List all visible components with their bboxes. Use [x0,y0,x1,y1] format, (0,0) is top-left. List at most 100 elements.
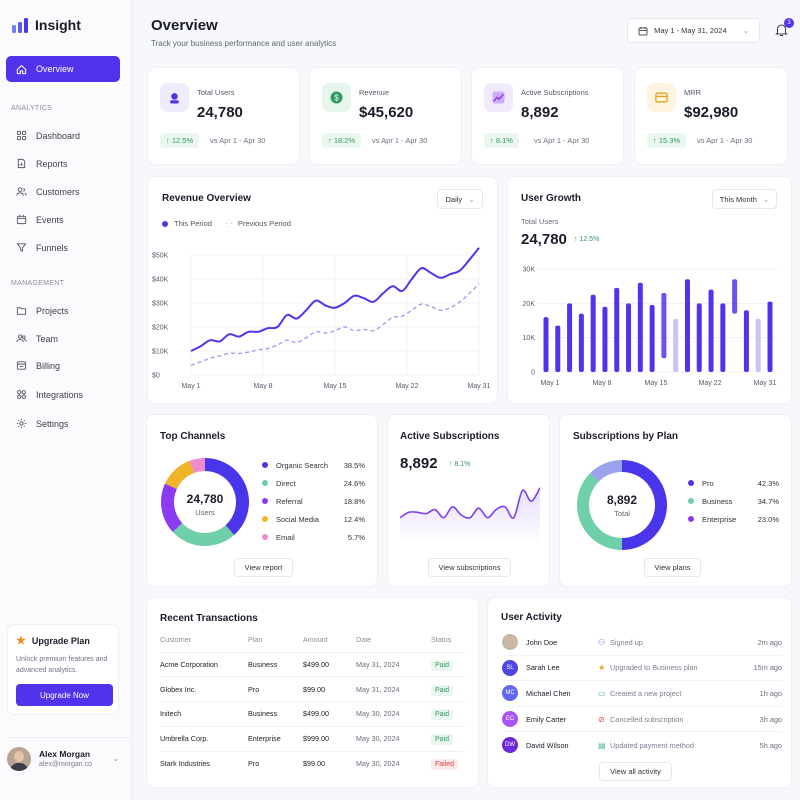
status-badge: Paid [431,684,454,696]
period-dropdown[interactable]: This Month ⌄ [712,189,777,209]
sparkline-line [400,487,540,519]
donut-slice-enterprise [590,460,622,482]
bar [590,294,596,372]
legend-dot [262,534,268,540]
sidebar-item-integrations[interactable]: Integrations [16,389,83,400]
table-row[interactable]: Globex Inc. Pro $99.00 May 31, 2024 Paid [160,676,466,702]
sidebar-item-label: Customers [36,186,80,197]
date-range-value: May 1 - May 31, 2024 [654,26,727,35]
card-title: Recent Transactions [160,613,258,624]
bar [661,293,667,359]
activity-time: 2m ago [757,637,782,647]
bar [567,303,573,372]
sidebar-item-projects[interactable]: Projects [16,305,69,316]
table-row[interactable]: Umbrella Corp. Enterprise $999.00 May 30, 2… [160,725,466,752]
avatar [7,746,31,771]
sidebar-item-label: Overview [36,64,74,74]
bar [602,306,608,372]
avatar: MC [502,685,518,702]
table-row[interactable]: Acme Corporation Business $499.00 May 31, 2… [160,651,466,677]
donut-slice-email [189,458,205,473]
sidebar-item-events[interactable]: Events [16,214,64,225]
table-row[interactable]: Initech Business $499.00 May 30, 2024 Paid [160,701,466,727]
sidebar-item-reports[interactable]: Reports [16,158,68,169]
page-subtitle: Track your business performance and user… [151,39,337,48]
table-cell: May 30, 2024 [356,725,431,752]
legend-value: 34.7% [757,496,779,506]
view-subscriptions-button[interactable]: View subscriptions [428,558,511,577]
activity-item[interactable]: EC Emily Carter ⊘ Cancelled subscription 3h … [502,707,782,733]
activity-item[interactable]: DW David Wilson ▤ Updated payment method 5h … [502,732,782,758]
subscriptions-sparkline [400,487,540,545]
activity-time: 5h ago [759,740,782,750]
logo[interactable]: Insight [12,17,81,33]
section-label-management: MANAGEMENT [11,280,65,287]
team-icon [16,334,27,343]
x-tick-label: May 1 [181,383,200,390]
interval-dropdown[interactable]: Daily ⌄ [437,189,483,209]
activity-item[interactable]: SL Sarah Lee ★ Upgraded to Business plan 15m… [502,656,782,682]
column-header: Status [431,635,452,645]
activity-item[interactable]: MC Michael Chen ▭ Created a new project 1h a… [502,681,782,707]
view-report-button[interactable]: View report [234,558,293,577]
kpi-label: Total Users [197,88,235,97]
view-all-activity-button[interactable]: View all activity [599,762,672,781]
bar [720,303,726,372]
sidebar-item-billing[interactable]: Billing [16,360,60,371]
donut-center-value: 8,892 [606,493,638,507]
sidebar-item-overview[interactable]: Overview [6,56,120,82]
x-tick-label: May 22 [699,380,722,387]
legend-item: Business 34.7% [688,492,779,510]
billing-icon [16,361,27,370]
sidebar-item-label: Integrations [36,389,84,400]
chart-legend: This Period ⁛ Previous Period [162,219,291,228]
bar [543,317,549,372]
dollar-icon: $ [322,83,351,112]
user-growth-card: User Growth This Month ⌄ Total Users 24,7… [507,176,792,404]
bar [767,301,773,372]
user-profile[interactable]: Alex Morgan alex@morgan.co ⌄ [7,737,131,779]
upgrade-now-button[interactable]: Upgrade Now [16,684,113,707]
donut-slice-social-media [165,460,195,489]
active-subscriptions-card: Active Subscriptions 8,892 ↑ 8.1% View s… [387,414,550,587]
folder-icon [16,307,27,315]
activity-time: 15m ago [753,663,782,673]
bar [743,310,749,372]
sidebar-item-funnels[interactable]: Funnels [16,242,68,253]
sidebar-item-label: Team [36,333,59,344]
legend-item: Social Media 12.4% [262,510,365,528]
table-row[interactable]: Stark Industries Pro $99.00 May 30, 2024 Fai… [160,750,466,776]
kpi-card-total-users: Total Users 24,780 ↑ 12.5% vs Apr 1 - Ap… [147,67,300,165]
users-icon [16,187,27,196]
sidebar-item-team[interactable]: Team [16,333,58,344]
legend-dot [688,480,694,486]
chevron-down-icon[interactable]: ⌄ [112,754,119,763]
plans-donut-chart [577,460,667,550]
view-plans-button[interactable]: View plans [644,558,701,577]
legend-item: Pro 42.3% [688,474,779,492]
y-tick-label: 20K [523,301,536,308]
activity-action: Upgraded to Business plan [610,663,698,673]
dropdown-value: This Month [719,194,757,204]
x-tick-label: May 8 [253,383,272,390]
sidebar-item-customers[interactable]: Customers [16,186,80,197]
user-email: alex@morgan.co [39,761,93,768]
card-title: User Growth [521,193,582,204]
notifications-button[interactable]: 3 [775,18,794,42]
kpi-value: 8,892 [521,104,559,121]
donut-slice-pro [622,460,667,550]
column-header: Date [356,635,372,645]
sidebar-item-dashboard[interactable]: Dashboard [16,130,80,141]
date-range-picker[interactable]: May 1 - May 31, 2024 ⌄ [627,18,760,43]
sidebar-item-settings[interactable]: Settings [16,418,69,429]
cancel-icon: ⊘ [598,714,605,724]
kpi-comparison: vs Apr 1 - Apr 30 [697,136,753,145]
activity-item[interactable]: John Doe ⚇ Signed up 2m ago [502,630,782,656]
table-cell: Initech [160,701,248,727]
kpi-card-revenue: $ Revenue $45,620 ↑ 18.2% vs Apr 1 - Apr… [309,67,462,165]
table-cell: Stark Industries [160,750,248,776]
table-cell: Pro [248,750,303,776]
series-line-previous-period [190,283,480,367]
table-cell: Umbrella Corp. [160,725,248,752]
avatar: SL [502,659,518,676]
